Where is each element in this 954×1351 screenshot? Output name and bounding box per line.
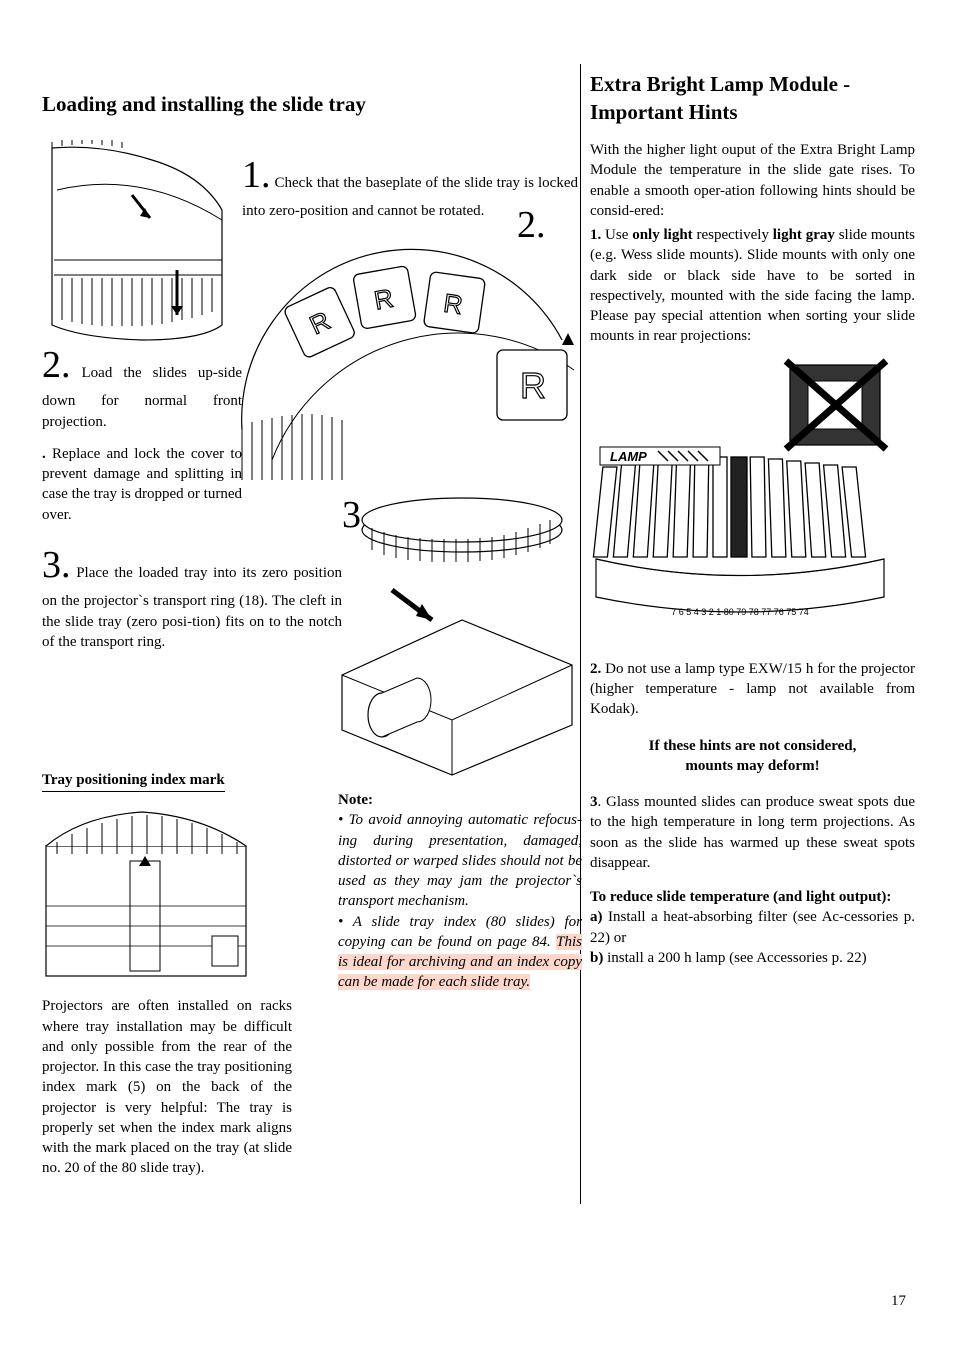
right-hint-3: 3. Glass mounted slides can produce swea…	[590, 792, 915, 873]
hint1-a: Use	[601, 227, 632, 243]
tray-position-heading: Tray positioning index mark	[42, 770, 225, 792]
reduce-head-text: To reduce slide temperature (and light o…	[590, 889, 891, 905]
step2b-body: Replace and lock the cover to prevent da…	[42, 446, 242, 523]
step2b-text: . Replace and lock the cover to prevent …	[42, 444, 242, 525]
hint1-b: only light	[632, 227, 692, 243]
warn-line2: mounts may deform!	[685, 758, 819, 774]
step3-text: 3. Place the loaded tray into its zero p…	[42, 540, 342, 652]
hint1-e: slide mounts (e.g. Wess slide mounts). S…	[590, 227, 915, 344]
page-number: 17	[891, 1291, 906, 1311]
warn-line1: If these hints are not considered,	[649, 738, 857, 754]
opt-a-text: Install a heat-absorbing filter (see Ac-…	[590, 909, 915, 945]
hint3-number: 3	[590, 794, 598, 810]
svg-text:R: R	[520, 365, 546, 406]
hint1-number: 1.	[590, 227, 601, 243]
opt-a-label: a)	[590, 909, 603, 925]
figure-index-mark	[42, 806, 292, 986]
heading-loading: Loading and installing the slide tray	[42, 90, 366, 118]
note-bullet-1-text: To avoid annoying automatic refocus-ing …	[338, 812, 582, 909]
hint1-c: respectively	[693, 227, 773, 243]
figure-projector	[322, 490, 582, 780]
note-label: Note:	[338, 792, 373, 808]
right-hint-1: 1. Use only light respectively light gra…	[590, 225, 915, 347]
step3-body: Place the loaded tray into its zero posi…	[42, 565, 342, 650]
step3-number: 3.	[42, 544, 71, 586]
hint1-d: light gray	[773, 227, 835, 243]
step1-number: 1.	[242, 154, 271, 196]
note-bullet-1: • To avoid annoying automatic refocus-in…	[338, 810, 582, 911]
figure-slide-circle: R R R R	[222, 200, 582, 500]
opt-b-label: b)	[590, 950, 603, 966]
right-hint-2: 2. Do not use a lamp type EXW/15 h for t…	[590, 659, 915, 720]
step2-body: Load the slides up-side down for normal …	[42, 365, 242, 430]
step2-number: 2.	[42, 344, 71, 386]
figure-slide-mounts: LAMP 7 6 5 4 3 2 1 80 79 78 77 76 75 74	[590, 357, 915, 643]
svg-text:7 6 5 4 3 2 1 80 79 78: 7 6 5 4 3 2 1 80 79 78 77 76 75 74	[671, 607, 809, 617]
right-reduce-heading: To reduce slide temperature (and light o…	[590, 887, 915, 907]
opt-b-text: install a 200 h lamp (see Accessories p.…	[603, 950, 866, 966]
hint2-number: 2.	[590, 661, 601, 677]
figure-tray-cover	[42, 140, 252, 345]
right-column: With the higher light ouput of the Extra…	[590, 140, 915, 968]
tray-position-para: Projectors are often installed on racks …	[42, 996, 292, 1178]
heading-lamp-module: Extra Bright Lamp Module - Important Hin…	[590, 70, 920, 127]
right-intro: With the higher light ouput of the Extra…	[590, 140, 915, 221]
hint2-text: Do not use a lamp type EXW/15 h for the …	[590, 661, 915, 718]
right-warning: If these hints are not considered, mount…	[590, 736, 915, 777]
svg-text:LAMP: LAMP	[610, 449, 647, 464]
hint3-text: . Glass mounted slides can produce sweat…	[590, 794, 915, 871]
right-option-a: a) Install a heat-absorbing filter (see …	[590, 907, 915, 948]
right-option-b: b) install a 200 h lamp (see Accessories…	[590, 948, 915, 968]
step2-text: 2. Load the slides up-side down for norm…	[42, 340, 242, 432]
note-bullet-2: • A slide tray index (80 slides) for cop…	[338, 912, 582, 993]
note-bullet-2a-text: A slide tray index (80 slides) for copyi…	[338, 914, 582, 950]
